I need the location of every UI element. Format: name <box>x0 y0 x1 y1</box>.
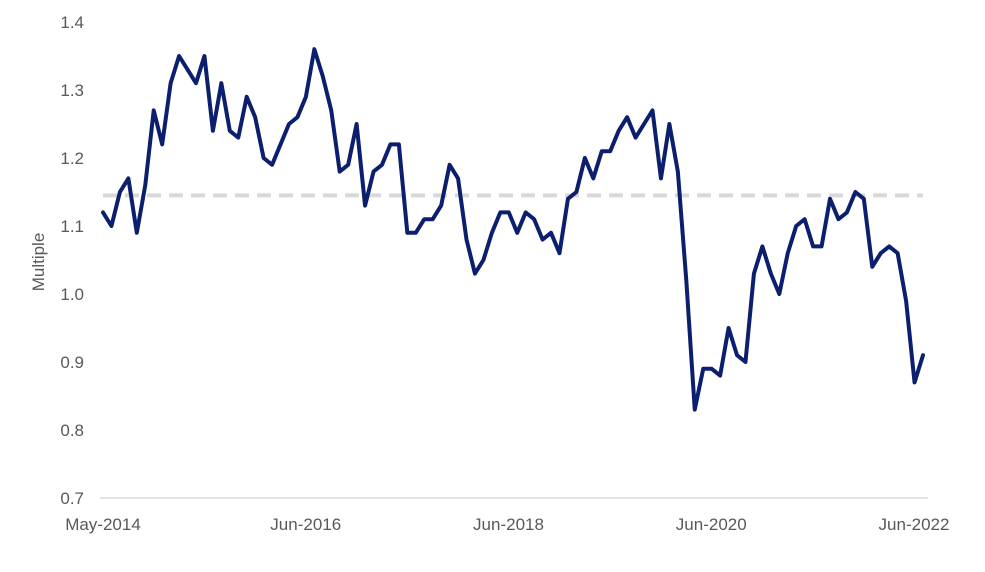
y-axis-title: Multiple <box>29 233 48 292</box>
y-tick-label: 1.1 <box>60 217 84 236</box>
y-tick-label: 1.0 <box>60 285 84 304</box>
y-tick-label: 0.8 <box>60 421 84 440</box>
y-tick-label: 1.4 <box>60 13 84 32</box>
y-tick-label: 1.2 <box>60 149 84 168</box>
x-tick-label: Jun-2018 <box>473 515 544 534</box>
y-tick-label: 0.7 <box>60 489 84 508</box>
x-tick-label: Jun-2020 <box>676 515 747 534</box>
series-layer <box>101 47 925 412</box>
x-tick-label: Jun-2022 <box>879 515 950 534</box>
y-tick-label: 0.9 <box>60 353 84 372</box>
x-tick-label: May-2014 <box>65 515 141 534</box>
x-tick-labels: May-2014 Jun-2016 Jun-2018 Jun-2020 Jun-2022 <box>65 515 949 534</box>
y-tick-labels: 0.7 0.8 0.9 1.0 1.1 1.2 1.3 1.4 <box>60 13 84 508</box>
y-tick-label: 1.3 <box>60 81 84 100</box>
series-line <box>101 47 925 412</box>
x-tick-label: Jun-2016 <box>270 515 341 534</box>
